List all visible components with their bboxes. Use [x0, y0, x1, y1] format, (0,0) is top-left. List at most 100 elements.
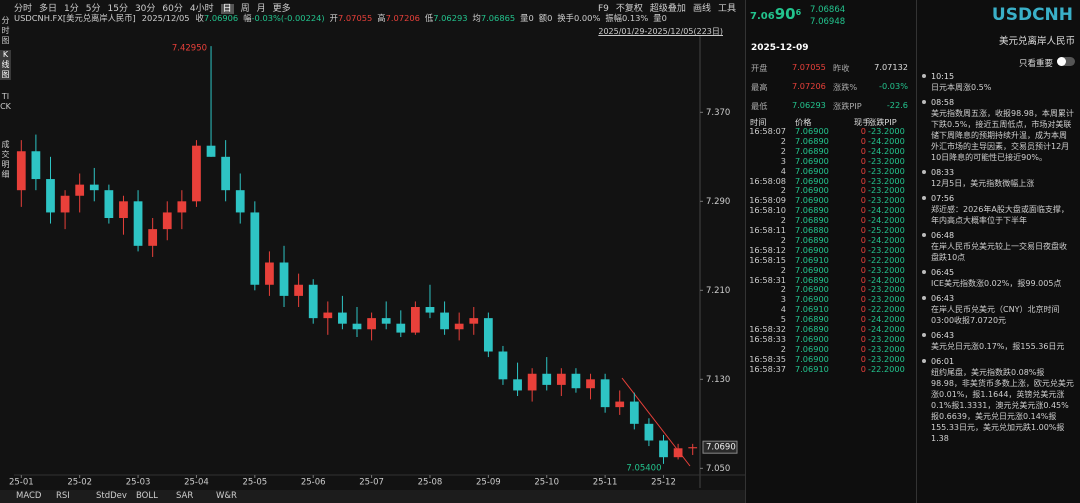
- filter-toggle[interactable]: [1057, 57, 1075, 66]
- indicator-tab[interactable]: SAR: [176, 491, 194, 501]
- period-tab[interactable]: 分时: [14, 4, 33, 14]
- trade-cell: 16:58:33: [749, 333, 786, 344]
- period-tab[interactable]: 周: [240, 4, 250, 14]
- candle-body: [177, 201, 187, 213]
- side-tab[interactable]: 成交明细: [1, 140, 10, 179]
- trade-cell: -23.2000: [868, 185, 905, 196]
- trade-cell: 7.06910: [795, 254, 829, 265]
- info-date: 2025/12/05: [141, 13, 190, 23]
- news-item[interactable]: 08:33 12月5日，美元指数微幅上涨: [922, 167, 1074, 189]
- candle-body: [46, 179, 55, 213]
- price-small: 6: [795, 8, 802, 17]
- trade-cell: 2: [780, 264, 786, 275]
- tool-button[interactable]: 不复权: [615, 4, 643, 14]
- chart-pane: 7.050 7.130 7.210 7.290 7.370 25-01 25-02 25-03…: [0, 1, 745, 503]
- candle-body: [673, 448, 683, 458]
- trade-cell: -23.2000: [868, 333, 905, 344]
- info-value: 0.13%: [621, 13, 649, 23]
- trade-cell: 0: [860, 284, 866, 295]
- indicator-tab[interactable]: RSI: [56, 491, 70, 501]
- candle-body: [250, 212, 260, 285]
- candle-body: [615, 401, 625, 408]
- indicator-tab[interactable]: BOLL: [136, 491, 158, 501]
- price-main: 7.06: [750, 11, 775, 22]
- candle-body: [498, 351, 508, 380]
- trade-cell: 7.06900: [795, 333, 829, 344]
- trade-cell: 4: [780, 165, 786, 176]
- candle-body: [513, 379, 522, 391]
- candle-body: [265, 262, 274, 285]
- trade-cell: -23.2000: [868, 343, 905, 354]
- trade-row: 2 7.06890 0 -24.2000: [746, 136, 916, 146]
- trade-row: 2 7.06890 0 -24.2000: [746, 215, 916, 225]
- side-tab[interactable]: K线图: [0, 50, 11, 80]
- tool-button[interactable]: 工具: [717, 4, 736, 14]
- tool-button[interactable]: 超级叠加: [649, 4, 686, 14]
- y-tick-label: 7.290: [706, 197, 730, 207]
- candle-body: [75, 184, 85, 196]
- candle-body: [600, 379, 610, 408]
- trade-cell: 0: [860, 324, 866, 334]
- candle-body: [119, 201, 128, 219]
- side-tab[interactable]: 分时图: [1, 16, 10, 45]
- period-tab[interactable]: 1分: [64, 4, 79, 14]
- candle-body: [527, 373, 537, 391]
- indicator-tab[interactable]: MACD: [16, 491, 42, 501]
- period-tab[interactable]: 4小时: [189, 4, 214, 14]
- trade-cell: 7.06900: [795, 165, 829, 176]
- trade-row: 3 7.06900 0 -23.2000: [746, 156, 916, 166]
- news-panel: USDCNH 美元兑离岸人民币 只看重要 10:15 日元本周涨0.5% 08:58…: [916, 0, 1080, 503]
- tools: F9 不复权 超级叠加 画线 工具: [598, 1, 743, 14]
- period-tab[interactable]: 15分: [107, 4, 128, 14]
- candle-body: [411, 307, 420, 333]
- trade-header-cell: 现手: [854, 117, 871, 127]
- trade-cell: 7.06900: [795, 244, 829, 255]
- trade-cell: 0: [860, 333, 866, 344]
- stat-cell: 涨跌PIP: [833, 101, 862, 111]
- news-item[interactable]: 10:15 日元本周涨0.5%: [922, 71, 1074, 93]
- trade-cell: 0: [860, 353, 866, 364]
- news-item[interactable]: 06:43 在岸人民币兑美元（CNY）北京时间03:00收报7.0720元: [922, 293, 1074, 326]
- news-item[interactable]: 06:01 纽约尾盘，美元指数跌0.08%报98.98，非美货币多数上涨，欧元兑美…: [922, 356, 1074, 444]
- trade-cell: -24.2000: [868, 324, 905, 334]
- symbol-name: 美元兑离岸人民币: [998, 36, 1075, 47]
- tool-button[interactable]: F9: [598, 4, 609, 14]
- stat-cell: 7.07055: [792, 62, 826, 72]
- side-tab[interactable]: TICK: [0, 92, 11, 111]
- trade-cell: 7.06890: [795, 274, 829, 285]
- trade-cell: 16:58:31: [749, 274, 786, 285]
- candle-body: [425, 307, 435, 313]
- trade-cell: 7.06900: [795, 264, 829, 275]
- info-label: 收: [195, 13, 204, 23]
- period-tab[interactable]: 60分: [162, 4, 183, 14]
- period-tab[interactable]: 5分: [85, 4, 101, 14]
- tool-button[interactable]: 画线: [692, 4, 711, 14]
- period-tab[interactable]: 月: [256, 4, 266, 14]
- y-tick-label: 7.210: [706, 286, 730, 296]
- candle-body: [381, 318, 391, 324]
- period-tab[interactable]: 日: [220, 4, 234, 14]
- trade-cell: 16:58:07: [749, 126, 786, 136]
- trade-cell: 7.06900: [795, 284, 829, 295]
- symbol-info: USDCNH.FX[美元兑离岸人民币]: [14, 13, 136, 23]
- trade-cell: 3: [780, 294, 786, 305]
- x-tick-label: 25-04: [184, 478, 209, 488]
- period-tab[interactable]: 更多: [272, 4, 291, 14]
- last-price-box: [702, 440, 738, 454]
- indicator-tab[interactable]: StdDev: [96, 491, 127, 501]
- news-text: 日元本周涨0.5%: [931, 83, 992, 92]
- news-item[interactable]: 07:56 郑近感：2026年A股大盘或面临支撑，年内高点大概率位于下半年: [922, 193, 1074, 226]
- period-tab[interactable]: 30分: [134, 4, 156, 14]
- news-item[interactable]: 06:48 在岸人民币兑美元较上一交易日夜盘收盘跌10点: [922, 230, 1074, 263]
- news-item[interactable]: 06:45 ICE美元指数涨0.02%，报99.005点: [922, 267, 1074, 289]
- trade-cell: -24.2000: [868, 215, 905, 226]
- news-item[interactable]: 06:43 美元兑日元涨0.17%，报155.36日元: [922, 330, 1074, 352]
- news-time: 08:33: [931, 168, 955, 177]
- trade-cell: 7.06900: [795, 155, 829, 166]
- info-value: 7.07055: [337, 13, 373, 23]
- candle-body: [556, 373, 566, 385]
- news-item[interactable]: 08:58 美元指数周五涨，收报98.98，本周累计下跌0.5%，接近五周低点，市…: [922, 97, 1074, 163]
- indicator-tab[interactable]: W&R: [216, 491, 237, 501]
- period-tab[interactable]: 多日: [39, 4, 58, 14]
- trade-row: 3 7.06900 0 -23.2000: [746, 294, 916, 304]
